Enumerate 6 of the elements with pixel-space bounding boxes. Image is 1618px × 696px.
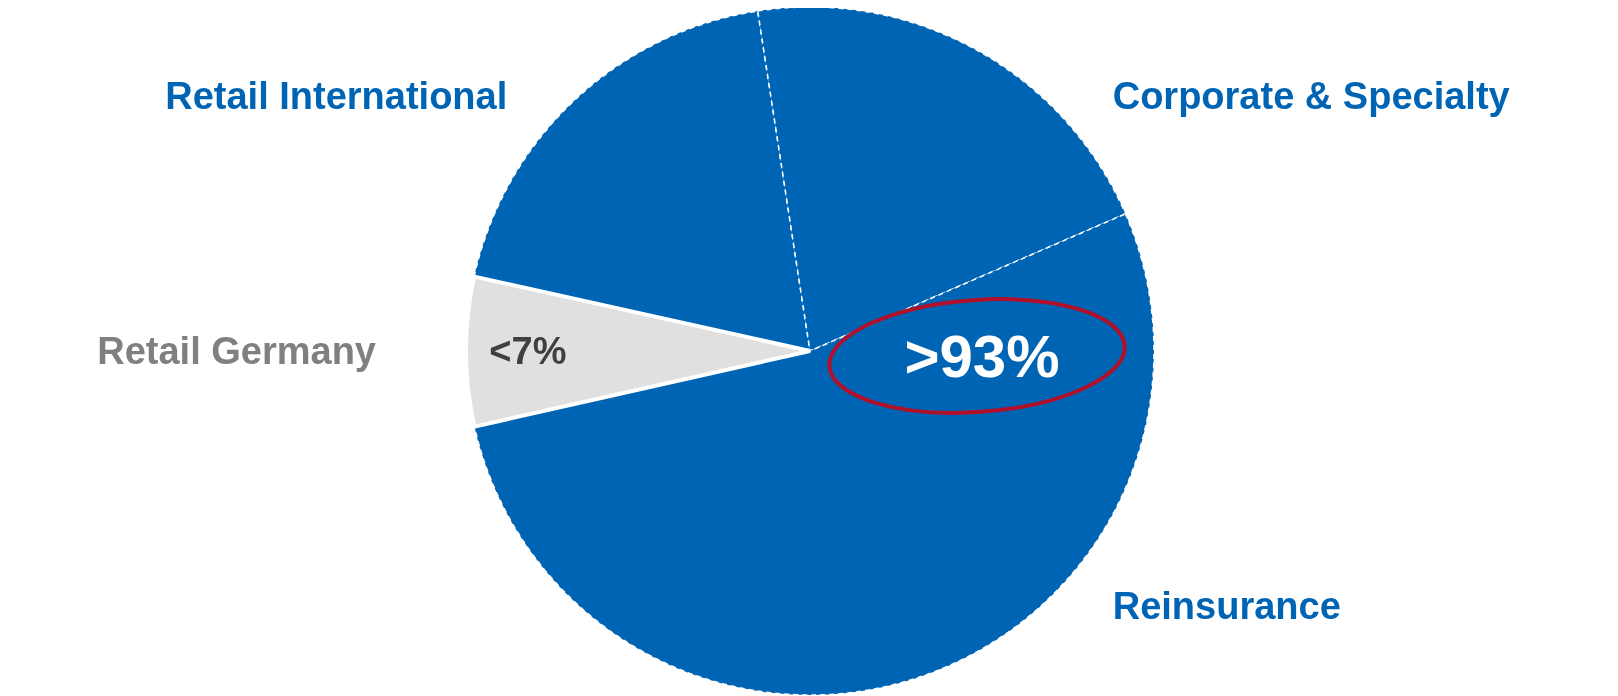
slice-label: Retail Germany: [97, 330, 376, 372]
text: >93%: [904, 322, 1060, 390]
slice-label: Corporate & Specialty: [1112, 75, 1510, 118]
text: <7%: [489, 330, 567, 373]
slice-label: Retail International: [165, 75, 508, 118]
slice-label: Reinsurance: [1112, 584, 1341, 627]
